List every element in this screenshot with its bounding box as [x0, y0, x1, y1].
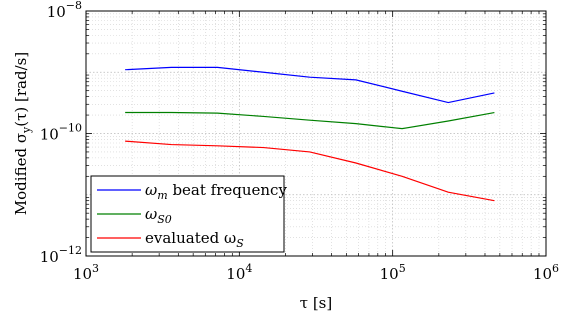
legend: ωm beat frequency ωS0 evaluated ωS	[90, 175, 287, 253]
legend-label-0-rest: beat frequency	[168, 181, 288, 199]
x-axis-label: τ [s]	[300, 294, 332, 312]
y-tick-label-base: 10	[40, 248, 59, 266]
x-tick-label-3: 106	[533, 262, 559, 283]
x-tick-label-base: 10	[533, 265, 552, 283]
series-line-1	[125, 111, 495, 130]
y-tick-label-exp: −8	[66, 0, 82, 12]
x-tick-label-exp: 6	[552, 262, 559, 275]
x-tick-label-0: 103	[73, 262, 99, 283]
legend-label-1-main: ω	[145, 205, 157, 223]
y-axis-label: Modified σy(τ) [rad/s]	[12, 52, 33, 215]
y-tick-label-base: 10	[40, 126, 59, 144]
y-tick-label-2: 10−8	[47, 0, 82, 21]
legend-label-0-main: ω	[145, 181, 157, 199]
x-tick-label-exp: 3	[92, 262, 99, 275]
x-tick-label-exp: 4	[245, 262, 252, 275]
y-tick-label-base: 10	[47, 3, 66, 21]
x-tick-label-base: 10	[73, 265, 92, 283]
y-axis-label-rest: (τ) [rad/s]	[12, 52, 30, 127]
series-line-0	[125, 66, 495, 104]
y-tick-label-exp: −10	[59, 122, 82, 135]
legend-label-1-sub: S0	[157, 213, 172, 226]
x-tick-label-1: 104	[226, 262, 252, 283]
y-tick-label-exp: −12	[59, 244, 82, 257]
legend-label-2-main: evaluated ω	[145, 229, 236, 247]
x-tick-label-base: 10	[226, 265, 245, 283]
y-axis-label-sub: y	[20, 126, 33, 134]
x-tick-label-exp: 5	[399, 262, 406, 275]
y-tick-label-0: 10−12	[40, 244, 82, 266]
legend-label-2: evaluated ωS	[145, 229, 244, 250]
y-axis-label-main: Modified σ	[12, 133, 30, 215]
x-tick-label-base: 10	[380, 265, 399, 283]
series-layer	[125, 66, 495, 202]
legend-label-2-sub: S	[236, 237, 244, 250]
legend-label-0-sub: m	[157, 189, 167, 202]
y-tick-label-1: 10−10	[40, 122, 82, 144]
series-line-2	[125, 140, 495, 202]
x-tick-label-2: 105	[380, 262, 406, 283]
legend-label-0: ωm beat frequency	[145, 181, 287, 202]
legend-label-1: ωS0	[145, 205, 172, 226]
